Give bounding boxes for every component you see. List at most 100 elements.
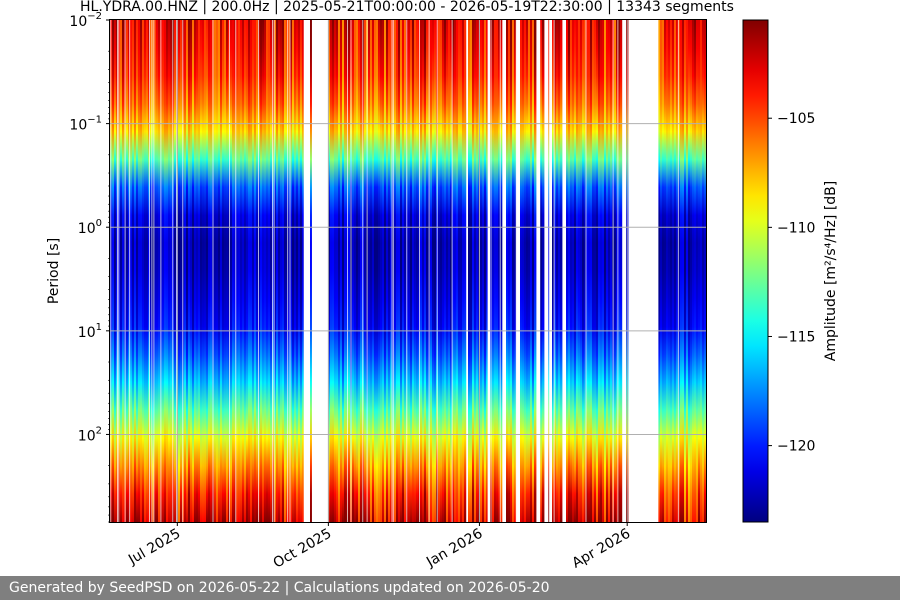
spectrogram-column [198, 20, 201, 522]
spectrogram-column [404, 20, 407, 522]
colorbar-tick-label: −105 [777, 111, 815, 127]
data-gap-streak [273, 20, 275, 522]
data-gap [487, 20, 490, 522]
spectrogram-column [196, 20, 199, 522]
spectrogram-column [220, 20, 223, 522]
data-gap [545, 20, 547, 522]
spectrogram-column [574, 20, 577, 522]
spectrogram-column [526, 20, 529, 522]
spectrogram-column [522, 20, 525, 522]
spectrogram-column [264, 20, 267, 522]
data-gap-streak [117, 20, 118, 522]
spectrogram-column [608, 20, 611, 522]
spectrogram-column [330, 20, 333, 522]
spectrogram-column [382, 20, 385, 522]
spectrogram-column [236, 20, 239, 522]
spectrogram-column [144, 20, 147, 522]
spectrogram-column [292, 20, 295, 522]
spectrogram-column [686, 20, 689, 522]
spectrogram-column [140, 20, 143, 522]
data-gap [517, 20, 519, 522]
spectrogram-column [328, 20, 331, 522]
grid-lines [110, 20, 706, 522]
spectrogram-column [216, 20, 219, 522]
spectrogram-column [528, 20, 531, 522]
spectrogram-column [340, 20, 343, 522]
spectrogram-column [256, 20, 259, 522]
spectrogram-column [374, 20, 377, 522]
spectrogram-column [122, 20, 125, 522]
data-gap-streak [289, 20, 291, 522]
spectrogram-column [282, 20, 285, 522]
spectrogram-column [432, 20, 435, 522]
data-gap-streak [212, 20, 214, 522]
colorbar-tick-label: −110 [777, 220, 815, 236]
spectrogram-column [496, 20, 499, 522]
spectrogram-column [532, 20, 535, 522]
spectrogram-column [670, 20, 673, 522]
spectrogram-column [606, 20, 609, 522]
spectrogram-column [152, 20, 155, 522]
spectrogram-column [342, 20, 345, 522]
data-gap-streak [347, 20, 348, 522]
spectrogram-column [158, 20, 161, 522]
spectrogram-column [692, 20, 695, 522]
spectrogram-column [666, 20, 669, 522]
spectrogram-column [258, 20, 261, 522]
data-gap-streak [172, 20, 174, 522]
spectrogram-column [252, 20, 255, 522]
spectrogram-column [510, 20, 513, 522]
data-gap-streak [391, 20, 393, 522]
spectrogram-column [572, 20, 575, 522]
spectrogram-column [584, 20, 587, 522]
data-gap-streak [229, 20, 230, 522]
spectrogram-column [500, 20, 503, 522]
y-tick-label: 10−1 [69, 115, 102, 134]
spectrogram-column [452, 20, 455, 522]
spectrogram-column [482, 20, 485, 522]
footer-text: Generated by SeedPSD on 2026-05-22 | Cal… [9, 580, 550, 596]
spectrogram-column [246, 20, 249, 522]
spectrogram-column [388, 20, 391, 522]
spectrogram-column [682, 20, 685, 522]
data-gap-streak [235, 20, 237, 522]
spectrogram-column [586, 20, 589, 522]
spectrogram-column [676, 20, 679, 522]
spectrogram-column [298, 20, 301, 522]
y-tick-label: 101 [78, 322, 102, 341]
spectrogram-column [660, 20, 663, 522]
data-gap-streak [272, 20, 273, 522]
spectrogram-column [464, 20, 467, 522]
spectrogram-column [438, 20, 441, 522]
spectrogram-column [360, 20, 363, 522]
spectrogram-column [690, 20, 693, 522]
data-gap-streak [419, 20, 420, 522]
spectrogram-column [136, 20, 139, 522]
spectrogram-column [194, 20, 197, 522]
spectrogram-column [114, 20, 117, 522]
x-axis: Jul 2025 Oct 2025 Jan 2026 Apr 2026 [125, 522, 633, 572]
spectrogram-column [266, 20, 269, 522]
data-gap [622, 20, 626, 522]
spectrogram-column [494, 20, 497, 522]
spectrogram-column [286, 20, 289, 522]
data-gap-streak [392, 20, 394, 522]
data-gap [311, 20, 327, 522]
spectrogram-column [200, 20, 203, 522]
x-tick-label: Apr 2026 [569, 526, 633, 572]
spectrogram-column [576, 20, 579, 522]
spectrogram-column [416, 20, 419, 522]
spectrogram-column [142, 20, 145, 522]
spectrogram-column [276, 20, 279, 522]
data-gap-streak [451, 20, 453, 522]
spectrogram-column [202, 20, 205, 522]
spectrogram-column [300, 20, 303, 522]
spectrogram-column [156, 20, 159, 522]
data-gap [536, 20, 541, 522]
spectrogram-column [444, 20, 447, 522]
data-gap-streak [149, 20, 150, 522]
data-gap-streak [153, 20, 155, 522]
spectrogram-column [668, 20, 671, 522]
spectrogram-column [254, 20, 257, 522]
data-gap-streak [499, 20, 501, 522]
